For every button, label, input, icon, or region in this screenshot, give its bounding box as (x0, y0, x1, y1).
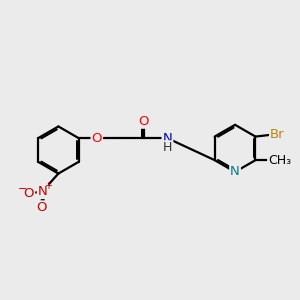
Text: +: + (44, 181, 52, 191)
Text: O: O (24, 187, 34, 200)
Text: Br: Br (270, 128, 285, 142)
Text: H: H (163, 141, 172, 154)
Text: O: O (139, 115, 149, 128)
Text: N: N (163, 132, 172, 145)
Text: N: N (38, 185, 48, 198)
Text: O: O (92, 132, 102, 145)
Text: O: O (36, 201, 46, 214)
Text: CH₃: CH₃ (268, 154, 291, 166)
Text: −: − (18, 184, 27, 194)
Text: N: N (230, 165, 240, 178)
